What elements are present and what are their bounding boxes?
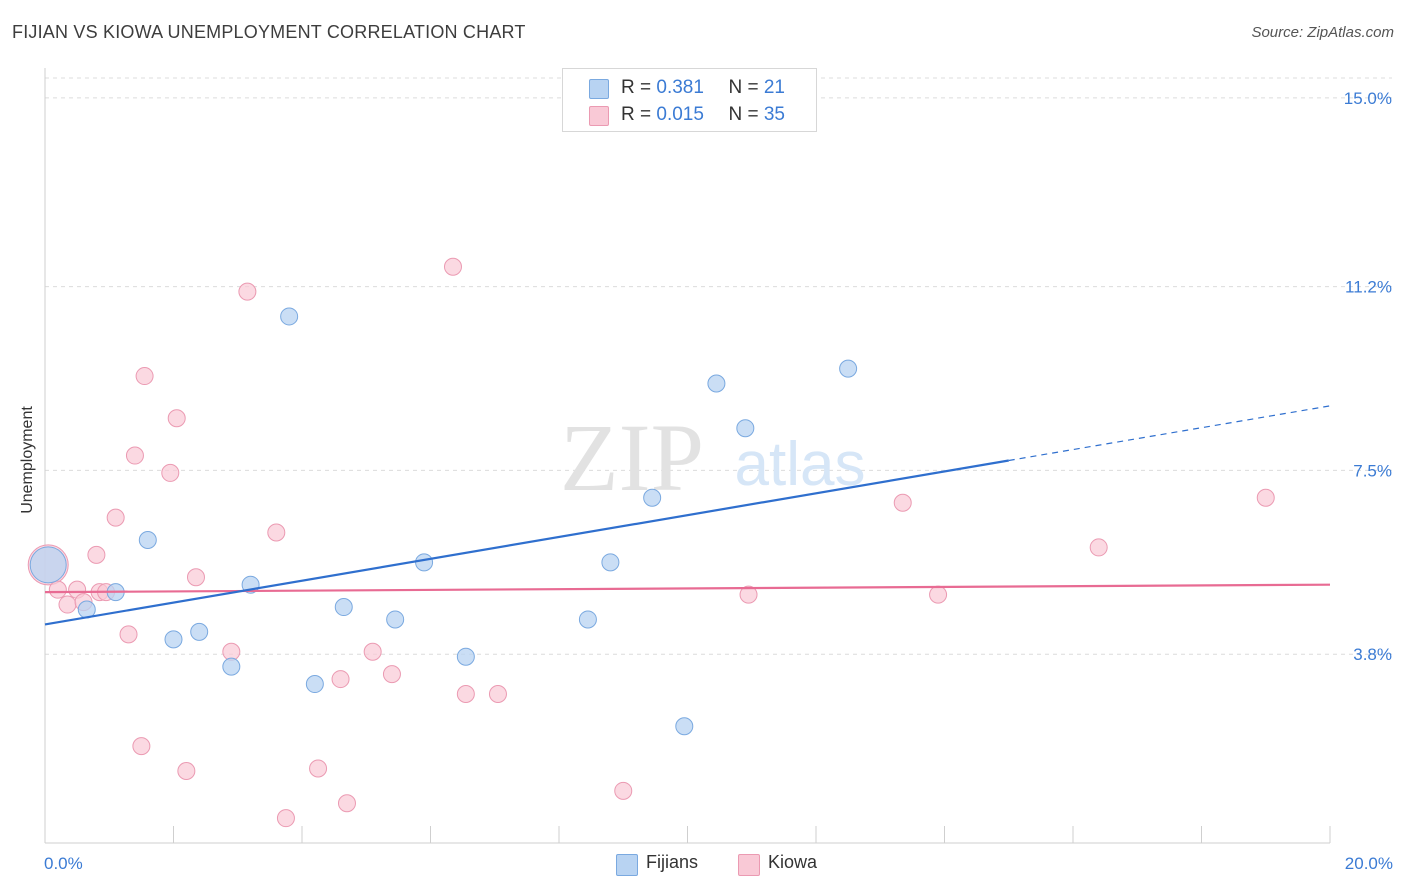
- kiowa-point: [161, 463, 180, 482]
- kiowa-point: [87, 545, 106, 564]
- fijians-point: [839, 359, 858, 378]
- kiowa-point: [106, 508, 125, 527]
- y-tick-label: 11.2%: [1345, 278, 1392, 297]
- kiowa-point: [177, 761, 196, 780]
- kiowa-point: [382, 665, 401, 684]
- kiowa-point: [331, 670, 350, 689]
- fijians-trend-line: [44, 459, 1009, 626]
- kiowa-point: [443, 257, 462, 276]
- fijians-legend-swatch: [616, 854, 638, 876]
- kiowa-point: [614, 781, 633, 800]
- n-label: N =: [728, 104, 764, 125]
- trend-lines: [44, 405, 1331, 626]
- r-value: 0.015: [656, 104, 704, 125]
- r-label: R =: [621, 104, 657, 125]
- fijians-point: [578, 610, 597, 629]
- fijians-point: [280, 307, 299, 326]
- y-tick-label: 3.8%: [1353, 645, 1392, 664]
- fijians-point: [190, 622, 209, 641]
- kiowa-point: [276, 809, 295, 828]
- fijians-point: [222, 657, 241, 676]
- kiowa-point: [1089, 538, 1108, 557]
- kiowa-swatch: [589, 106, 609, 126]
- kiowa-trend-line: [44, 583, 1331, 594]
- n-value: 35: [763, 104, 785, 125]
- fijians-point: [675, 717, 694, 736]
- kiowa-point: [739, 585, 758, 604]
- kiowa-point: [132, 737, 151, 756]
- kiowa-point: [267, 523, 286, 542]
- kiowa-point: [238, 282, 257, 301]
- fijians-point: [456, 647, 475, 666]
- fijians-point: [305, 675, 324, 694]
- fijians-trend-extension: [1008, 405, 1331, 462]
- fijians-point: [164, 630, 183, 649]
- kiowa-point: [186, 568, 205, 587]
- fijians-point: [386, 610, 405, 629]
- fijians-point: [707, 374, 726, 393]
- grid-lines: [45, 77, 1392, 655]
- fijians-point: [415, 553, 434, 572]
- kiowa-point: [893, 493, 912, 512]
- fijians-point: [643, 488, 662, 507]
- x-tick-label: 20.0%: [1345, 854, 1393, 873]
- r-label: R =: [621, 77, 657, 98]
- source-credit: Source: ZipAtlas.com: [1251, 24, 1394, 41]
- kiowa-point: [48, 580, 67, 599]
- watermark-zip: ZIP: [560, 404, 704, 511]
- watermark: ZIP atlas: [560, 404, 865, 511]
- fijians-point: [334, 598, 353, 617]
- r-value: 0.381: [656, 77, 704, 98]
- fijians-point: [601, 553, 620, 572]
- kiowa-point: [309, 759, 328, 778]
- kiowa-point: [58, 595, 77, 614]
- fijians-point: [736, 419, 755, 438]
- axes: [44, 68, 1331, 844]
- y-tick-label: 15.0%: [1344, 89, 1392, 108]
- kiowa-points: [27, 257, 1275, 828]
- kiowa-point: [125, 446, 144, 465]
- fijians-points: [29, 307, 858, 736]
- fijians-swatch: [589, 79, 609, 99]
- kiowa-point: [167, 409, 186, 428]
- kiowa-point: [1256, 488, 1275, 507]
- kiowa-point: [135, 367, 154, 386]
- kiowa-point: [363, 642, 382, 661]
- kiowa-point: [456, 684, 475, 703]
- kiowa-point: [119, 625, 138, 644]
- tick-labels: 3.8% 7.5% 11.2% 15.0% 0.0% 20.0%: [44, 89, 1393, 873]
- n-label: N =: [728, 77, 764, 98]
- fijians-point: [29, 546, 67, 584]
- fijians-legend-label: Fijians: [646, 852, 699, 872]
- kiowa-point: [337, 794, 356, 813]
- x-tick-label: 0.0%: [44, 854, 83, 873]
- kiowa-point: [929, 585, 948, 604]
- kiowa-legend-label: Kiowa: [768, 852, 818, 872]
- y-tick-label: 7.5%: [1353, 461, 1392, 480]
- chart-title: FIJIAN VS KIOWA UNEMPLOYMENT CORRELATION…: [12, 22, 526, 42]
- stats-legend: R = 0.381 N = 21 R = 0.015 N = 35: [562, 68, 817, 132]
- n-value: 21: [763, 77, 785, 98]
- kiowa-legend-swatch: [738, 854, 760, 876]
- fijians-point: [138, 530, 157, 549]
- kiowa-point: [488, 684, 507, 703]
